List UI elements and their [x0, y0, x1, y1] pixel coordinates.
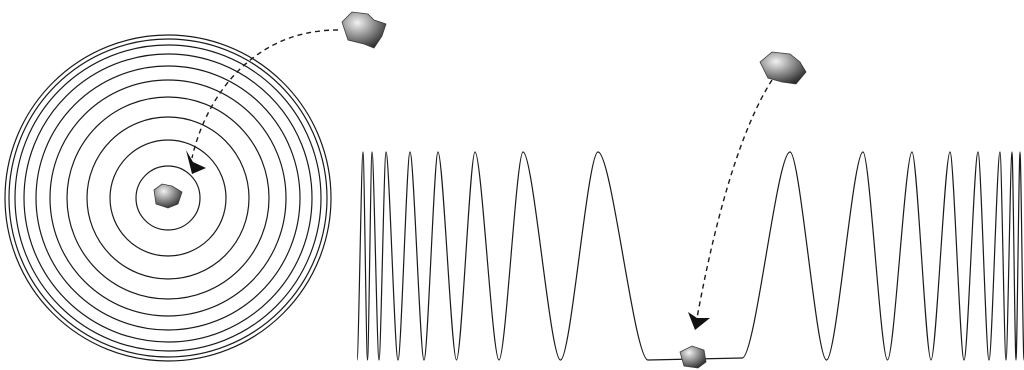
wave-line — [356, 151, 1024, 361]
arrowhead-left — [186, 150, 206, 174]
wave-panel — [356, 51, 1024, 369]
concentric-rings — [4, 34, 332, 362]
ring-5 — [49, 79, 287, 317]
ring-7 — [23, 53, 313, 343]
arrowhead-right — [688, 312, 710, 330]
ring-6 — [35, 65, 301, 331]
rock-icon — [679, 345, 707, 369]
ring-8 — [14, 44, 322, 352]
concentric-rings-panel — [4, 11, 387, 362]
ring-1 — [135, 165, 201, 231]
ring-3 — [86, 116, 250, 280]
dashed-arrow-right — [696, 79, 773, 319]
ring-4 — [66, 96, 270, 300]
rock-icon — [759, 51, 807, 85]
rock-icon — [341, 11, 387, 49]
rock-icon — [153, 183, 183, 209]
ring-2 — [109, 139, 227, 257]
ring-9 — [8, 38, 328, 358]
ring-10 — [4, 34, 332, 362]
dashed-arrow-left — [191, 29, 339, 159]
